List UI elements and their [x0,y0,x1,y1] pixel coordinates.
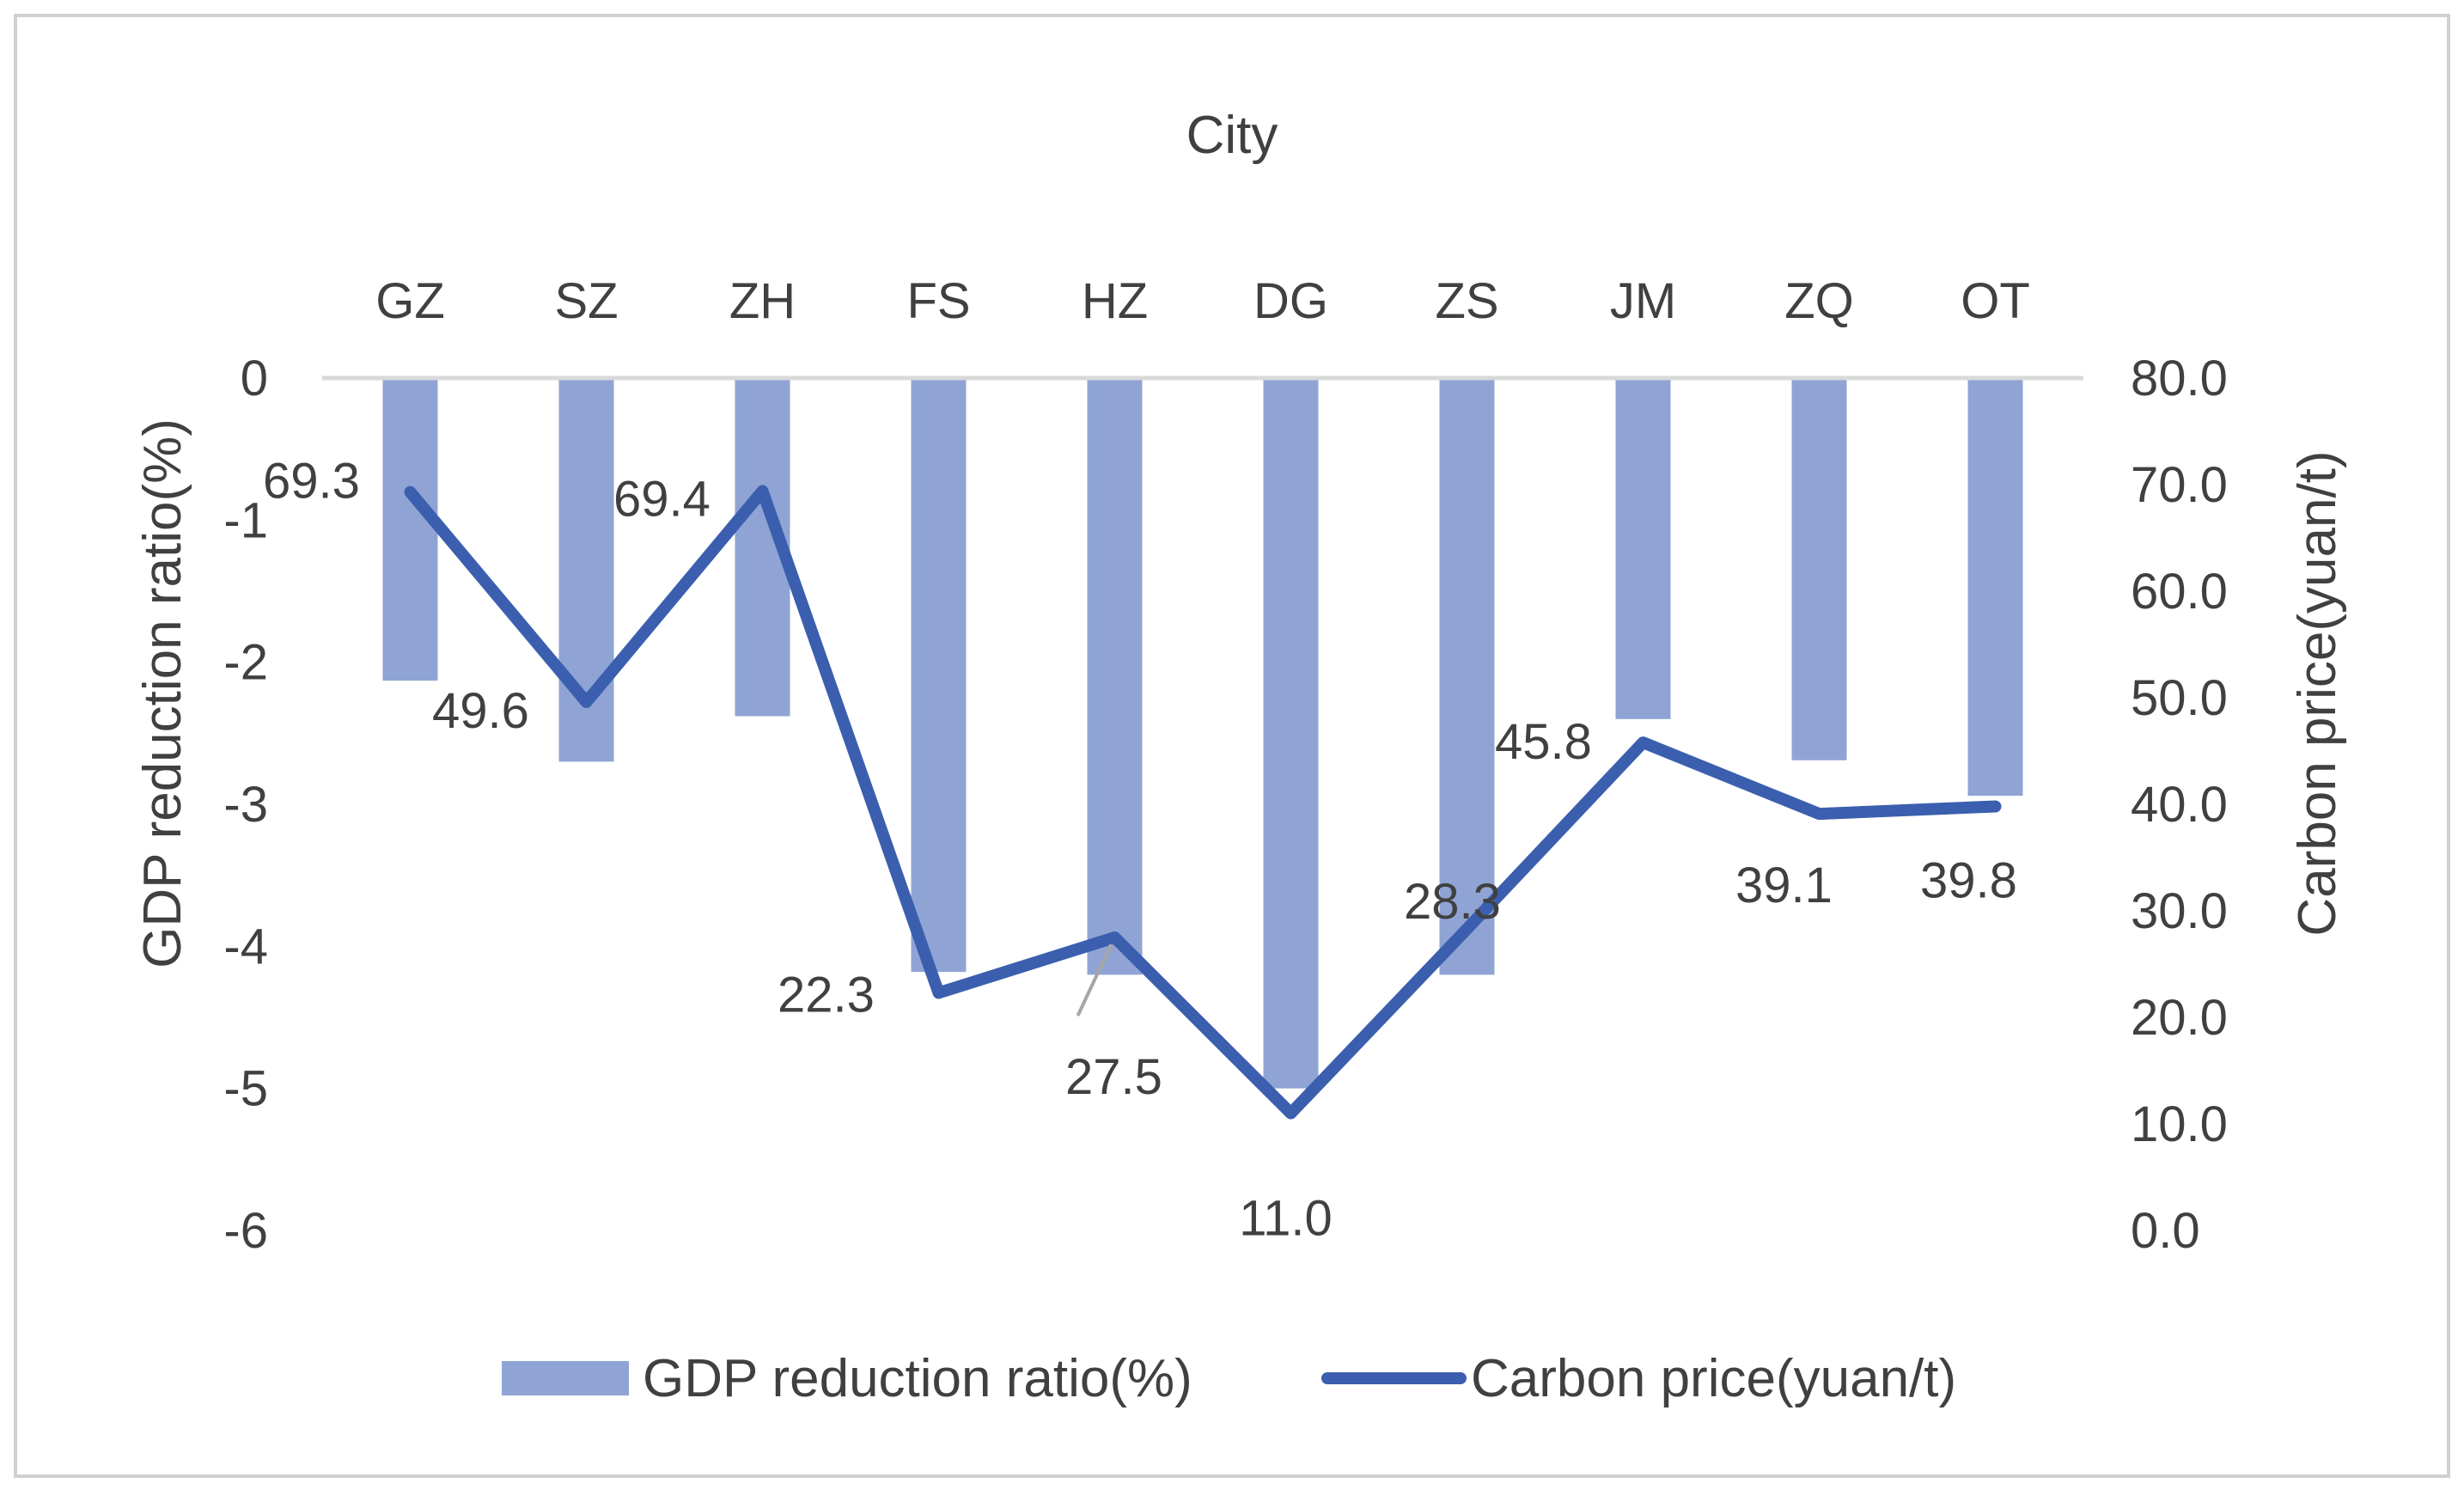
data-label-jm: 45.8 [1495,714,1592,770]
data-label-gz: 69.3 [263,454,360,510]
data-label-dg: 11.0 [1239,1191,1333,1247]
category-label-zs: ZS [1435,273,1498,329]
left-tick-label: -2 [223,635,268,691]
y-right-axis-label: Carbon price(yuan/t) [2288,450,2347,936]
bar-zq [1791,378,1847,760]
data-label-hz: 27.5 [1065,1049,1162,1105]
category-label-hz: HZ [1082,273,1148,329]
bar-ot [1967,378,2023,797]
bar-fs [911,378,967,973]
data-label-zq: 39.1 [1735,858,1833,913]
category-labels: GZ SZ ZH FS HZ DG ZS JM ZQ OT [375,273,2030,329]
right-tick-label: 20.0 [2131,990,2228,1046]
right-tick-label: 60.0 [2131,564,2228,620]
category-label-sz: SZ [554,273,618,329]
right-tick-label: 50.0 [2131,670,2228,726]
left-tick-label: -3 [223,777,268,833]
left-tick-label: -1 [223,492,268,548]
data-label-zh: 69.4 [613,471,711,527]
data-label-ot: 39.8 [1920,852,2017,908]
right-tick-label: 80.0 [2131,351,2228,406]
left-tick-label: 0 [241,351,268,406]
left-tick-label: -5 [223,1061,268,1117]
data-label-fs: 22.3 [778,967,875,1023]
category-label-jm: JM [1610,273,1676,329]
right-axis-ticks: 80.0 70.0 60.0 50.0 40.0 30.0 20.0 10.0 0.0 [2131,351,2228,1259]
data-label-sz: 49.6 [432,683,529,739]
bar-jm [1615,378,1671,719]
bar-gz [382,378,438,681]
category-label-ot: OT [1961,273,2030,329]
right-tick-label: 0.0 [2131,1203,2200,1259]
category-label-zq: ZQ [1784,273,1854,329]
right-tick-label: 40.0 [2131,777,2228,833]
legend-label-gdp: GDP reduction ratio(%) [643,1349,1192,1408]
bar-zs [1439,378,1495,975]
category-label-dg: DG [1253,273,1328,329]
line-layer [404,485,2002,1120]
right-tick-label: 70.0 [2131,457,2228,513]
bars-layer [382,378,2023,1089]
y-left-axis-label: GDP reduction ratio(%) [133,418,192,968]
data-label-zs: 28.3 [1404,874,1501,930]
right-tick-label: 10.0 [2131,1096,2228,1152]
line-data-labels: 69.3 49.6 69.4 22.3 27.5 11.0 28.3 45.8 39.1 39.8 [263,454,2017,1247]
data-label-leader-line [1076,943,1113,1017]
carbon-price-line [404,485,2002,1120]
right-tick-label: 30.0 [2131,883,2228,939]
category-label-fs: FS [906,273,970,329]
chart-frame [14,14,2450,1478]
bar-hz [1087,378,1143,975]
category-label-gz: GZ [375,273,445,329]
chart-title: City [1186,106,1278,165]
legend-swatch-gdp [502,1361,629,1395]
category-label-zh: ZH [729,273,796,329]
legend-label-carbon-price: Carbon price(yuan/t) [1471,1349,1956,1408]
left-axis-ticks: 0 -1 -2 -3 -4 -5 -6 [223,351,268,1259]
legend: GDP reduction ratio(%) Carbon price(yuan/… [502,1349,1956,1408]
left-tick-label: -4 [223,919,268,974]
bar-dg [1263,378,1319,1089]
left-tick-label: -6 [223,1203,268,1259]
